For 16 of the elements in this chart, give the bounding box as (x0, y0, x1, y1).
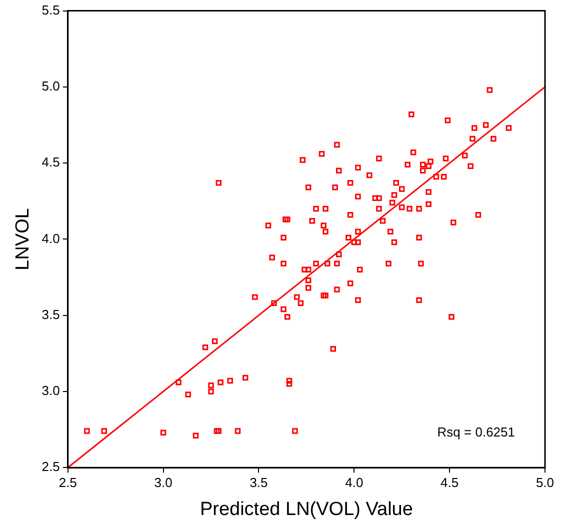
x-tick-label: 4.5 (440, 474, 459, 490)
y-tick-label: 2.5 (42, 459, 60, 474)
y-tick-label: 5.5 (42, 2, 60, 18)
x-tick-label: 4.0 (345, 474, 364, 490)
y-tick-label: 3.5 (42, 306, 60, 322)
annotation: Rsq = 0.6251 (437, 424, 515, 440)
y-tick-label: 4.0 (42, 230, 60, 246)
x-tick-label: 3.0 (154, 474, 172, 490)
y-tick-label: 4.5 (42, 154, 60, 170)
y-tick-label: 3.0 (42, 383, 60, 398)
x-tick-label: 5.0 (536, 474, 554, 490)
x-tick-label: 2.5 (58, 474, 77, 490)
x-tick-label: 3.5 (250, 474, 268, 490)
y-tick-label: 5.0 (42, 78, 60, 94)
y-axis-title: LNVOL (12, 208, 34, 270)
x-axis-title: Predicted LN(VOL) Value (200, 498, 413, 520)
